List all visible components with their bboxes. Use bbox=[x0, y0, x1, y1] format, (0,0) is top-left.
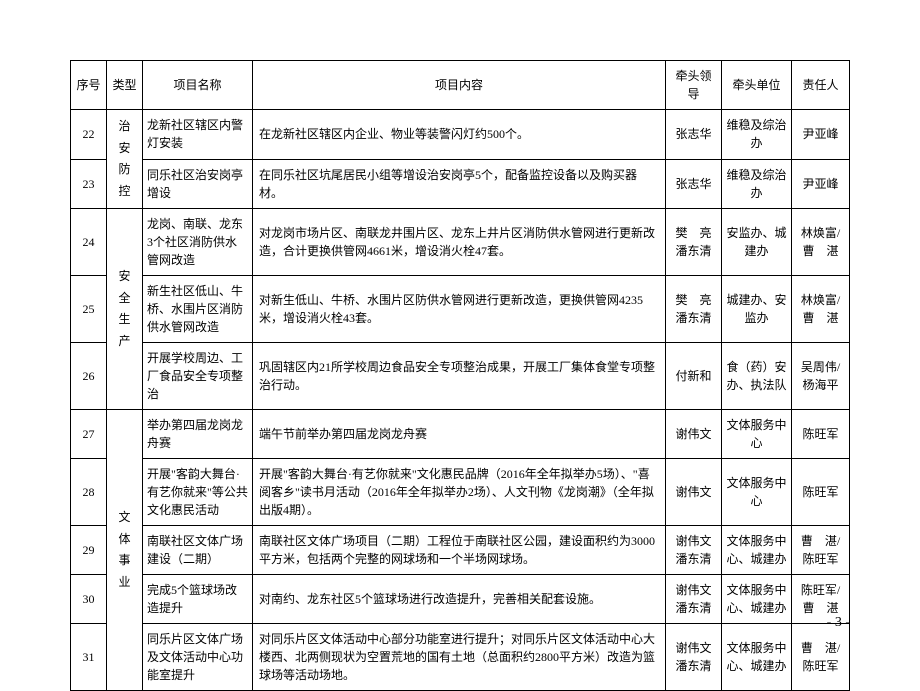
cell-content: 巩固辖区内21所学校周边食品安全专项整治成果，开展工厂集体食堂专项整治行动。 bbox=[253, 343, 666, 410]
cell-person: 陈旺军 bbox=[792, 459, 850, 526]
table-row: 22治 安 防 控龙新社区辖区内警灯安装在龙新社区辖区内企业、物业等装警闪灯约5… bbox=[71, 110, 850, 160]
cell-person: 曹 湛/陈旺军 bbox=[792, 624, 850, 691]
cell-name: 开展学校周边、工厂食品安全专项整治 bbox=[143, 343, 253, 410]
cell-leader: 谢伟文 bbox=[666, 410, 722, 459]
cell-leader: 谢伟文 bbox=[666, 459, 722, 526]
cell-name: 同乐社区治安岗亭增设 bbox=[143, 159, 253, 209]
cell-seq: 27 bbox=[71, 410, 107, 459]
cell-seq: 24 bbox=[71, 209, 107, 276]
cell-leader: 付新和 bbox=[666, 343, 722, 410]
cell-unit: 文体服务中心、城建办 bbox=[722, 526, 792, 575]
cell-seq: 26 bbox=[71, 343, 107, 410]
header-content: 项目内容 bbox=[253, 61, 666, 110]
header-seq: 序号 bbox=[71, 61, 107, 110]
cell-unit: 文体服务中心 bbox=[722, 459, 792, 526]
cell-unit: 文体服务中心、城建办 bbox=[722, 575, 792, 624]
cell-unit: 维稳及综治办 bbox=[722, 159, 792, 209]
table-row: 29 南联社区文体广场建设（二期）南联社区文体广场项目（二期）工程位于南联社区公园… bbox=[71, 526, 850, 575]
cell-unit: 文体服务中心 bbox=[722, 410, 792, 459]
cell-seq: 31 bbox=[71, 624, 107, 691]
cell-person: 尹亚峰 bbox=[792, 110, 850, 160]
cell-person: 曹 湛/陈旺军 bbox=[792, 526, 850, 575]
cell-name: 南联社区文体广场建设（二期） bbox=[143, 526, 253, 575]
cell-content: 在龙新社区辖区内企业、物业等装警闪灯约500个。 bbox=[253, 110, 666, 160]
cell-type: 文 体 事 业 bbox=[107, 410, 143, 691]
cell-leader: 谢伟文 潘东清 bbox=[666, 624, 722, 691]
cell-name: 开展"客韵大舞台·有艺你就来"等公共文化惠民活动 bbox=[143, 459, 253, 526]
table-row: 26 开展学校周边、工厂食品安全专项整治巩固辖区内21所学校周边食品安全专项整治成… bbox=[71, 343, 850, 410]
table-row: 28 开展"客韵大舞台·有艺你就来"等公共文化惠民活动开展"客韵大舞台·有艺你就来… bbox=[71, 459, 850, 526]
table-row: 23 同乐社区治安岗亭增设在同乐社区坑尾居民小组等增设治安岗亭5个，配备监控设备以… bbox=[71, 159, 850, 209]
cell-content: 南联社区文体广场项目（二期）工程位于南联社区公园，建设面积约为3000平方米，包… bbox=[253, 526, 666, 575]
header-leader: 牵头领导 bbox=[666, 61, 722, 110]
cell-content: 在同乐社区坑尾居民小组等增设治安岗亭5个，配备监控设备以及购买器材。 bbox=[253, 159, 666, 209]
cell-name: 同乐片区文体广场及文体活动中心功能室提升 bbox=[143, 624, 253, 691]
table-row: 25 新生社区低山、牛桥、水围片区消防供水管网改造对新生低山、牛桥、水围片区防供水… bbox=[71, 276, 850, 343]
table-header-row: 序号 类型 项目名称 项目内容 牵头领导 牵头单位 责任人 bbox=[71, 61, 850, 110]
cell-content: 开展"客韵大舞台·有艺你就来"文化惠民品牌（2016年全年拟举办5场）、"喜阅客… bbox=[253, 459, 666, 526]
header-name: 项目名称 bbox=[143, 61, 253, 110]
cell-person: 尹亚峰 bbox=[792, 159, 850, 209]
cell-seq: 23 bbox=[71, 159, 107, 209]
cell-leader: 樊 亮 潘东清 bbox=[666, 209, 722, 276]
cell-leader: 张志华 bbox=[666, 159, 722, 209]
cell-name: 龙岗、南联、龙东3个社区消防供水管网改造 bbox=[143, 209, 253, 276]
header-person: 责任人 bbox=[792, 61, 850, 110]
table-row: 30 完成5个篮球场改造提升对南约、龙东社区5个篮球场进行改造提升，完善相关配套设… bbox=[71, 575, 850, 624]
cell-content: 端午节前举办第四届龙岗龙舟赛 bbox=[253, 410, 666, 459]
cell-person: 林焕富/曹 湛 bbox=[792, 209, 850, 276]
header-type: 类型 bbox=[107, 61, 143, 110]
cell-content: 对新生低山、牛桥、水围片区防供水管网进行更新改造，更换供管网4235米，增设消火… bbox=[253, 276, 666, 343]
cell-leader: 谢伟文 潘东清 bbox=[666, 575, 722, 624]
table-row: 24安 全 生 产龙岗、南联、龙东3个社区消防供水管网改造对龙岗市场片区、南联龙… bbox=[71, 209, 850, 276]
cell-leader: 樊 亮 潘东清 bbox=[666, 276, 722, 343]
cell-unit: 食（药）安办、执法队 bbox=[722, 343, 792, 410]
cell-unit: 安监办、城建办 bbox=[722, 209, 792, 276]
table-body: 22治 安 防 控龙新社区辖区内警灯安装在龙新社区辖区内企业、物业等装警闪灯约5… bbox=[71, 110, 850, 691]
cell-person: 陈旺军 bbox=[792, 410, 850, 459]
table-row: 31 同乐片区文体广场及文体活动中心功能室提升对同乐片区文体活动中心部分功能室进行… bbox=[71, 624, 850, 691]
cell-type: 安 全 生 产 bbox=[107, 209, 143, 410]
cell-content: 对同乐片区文体活动中心部分功能室进行提升；对同乐片区文体活动中心大楼西、北两侧现… bbox=[253, 624, 666, 691]
project-table: 序号 类型 项目名称 项目内容 牵头领导 牵头单位 责任人 22治 安 防 控龙… bbox=[70, 60, 850, 691]
cell-content: 对南约、龙东社区5个篮球场进行改造提升，完善相关配套设施。 bbox=[253, 575, 666, 624]
cell-leader: 谢伟文 潘东清 bbox=[666, 526, 722, 575]
cell-name: 举办第四届龙岗龙舟赛 bbox=[143, 410, 253, 459]
cell-content: 对龙岗市场片区、南联龙井围片区、龙东上井片区消防供水管网进行更新改造，合计更换供… bbox=[253, 209, 666, 276]
cell-name: 龙新社区辖区内警灯安装 bbox=[143, 110, 253, 160]
cell-seq: 29 bbox=[71, 526, 107, 575]
cell-unit: 城建办、安监办 bbox=[722, 276, 792, 343]
cell-name: 完成5个篮球场改造提升 bbox=[143, 575, 253, 624]
table-row: 27文 体 事 业举办第四届龙岗龙舟赛端午节前举办第四届龙岗龙舟赛谢伟文文体服务… bbox=[71, 410, 850, 459]
header-unit: 牵头单位 bbox=[722, 61, 792, 110]
cell-seq: 28 bbox=[71, 459, 107, 526]
cell-type: 治 安 防 控 bbox=[107, 110, 143, 209]
cell-seq: 30 bbox=[71, 575, 107, 624]
cell-seq: 25 bbox=[71, 276, 107, 343]
page-number: - 3 - bbox=[827, 615, 850, 631]
cell-person: 林焕富/曹 湛 bbox=[792, 276, 850, 343]
cell-unit: 维稳及综治办 bbox=[722, 110, 792, 160]
cell-name: 新生社区低山、牛桥、水围片区消防供水管网改造 bbox=[143, 276, 253, 343]
cell-unit: 文体服务中心、城建办 bbox=[722, 624, 792, 691]
cell-seq: 22 bbox=[71, 110, 107, 160]
cell-person: 吴周伟/杨海平 bbox=[792, 343, 850, 410]
cell-leader: 张志华 bbox=[666, 110, 722, 160]
